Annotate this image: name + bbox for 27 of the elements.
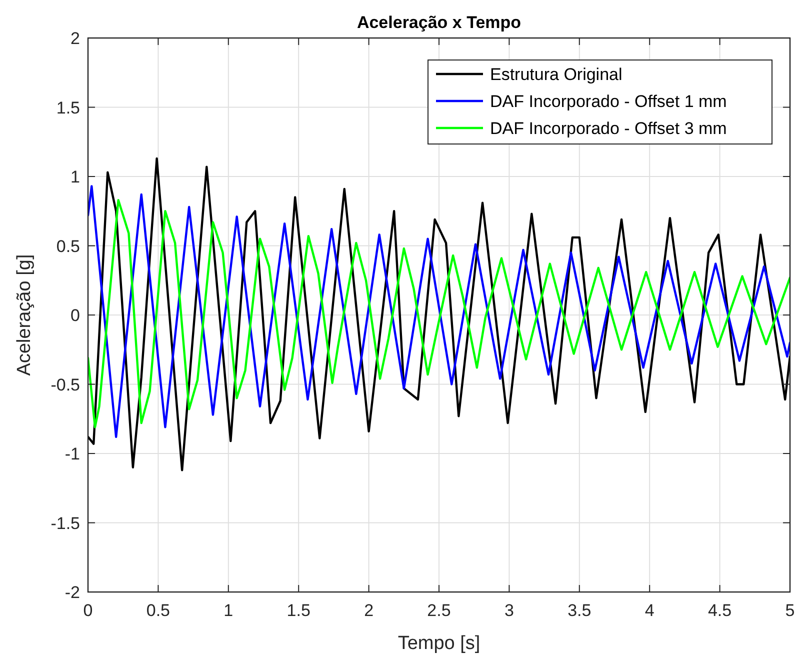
x-tick-label: 3 [504,601,514,620]
x-tick-label: 1 [224,601,234,620]
legend-label: Estrutura Original [490,65,622,84]
x-tick-label: 3.5 [568,601,592,620]
x-tick-label: 1.5 [286,601,310,620]
y-tick-label: 0.5 [56,236,80,256]
y-tick-label: 2 [70,29,80,48]
y-tick-label: -2 [64,583,80,602]
y-tick-label: 1 [70,168,80,186]
legend-label: DAF Incorporado - Offset 3 mm [490,119,727,138]
line-series [88,157,790,472]
x-tick-label: 0 [83,601,93,620]
x-tick-label: 5 [785,601,795,620]
y-tick-label: 1.5 [56,98,80,118]
x-tick-label: 4 [644,601,654,620]
legend-label: DAF Incorporado - Offset 1 mm [490,92,727,111]
x-tick-label: 4.5 [708,601,732,620]
x-tick-label: 2.5 [427,601,451,620]
x-tick-label: 0.5 [146,601,170,620]
y-tick-label: 0 [70,306,80,325]
y-tick-label: -1 [64,444,80,464]
y-tick-label: -1.5 [50,514,80,533]
chart-title: Aceleração x Tempo [356,13,522,32]
y-tick-label: -0.5 [50,375,80,394]
x-axis-title: Tempo [s] [398,633,480,654]
y-axis-title: Aceleração [g] [14,254,35,376]
x-tick-label: 2 [364,601,374,620]
